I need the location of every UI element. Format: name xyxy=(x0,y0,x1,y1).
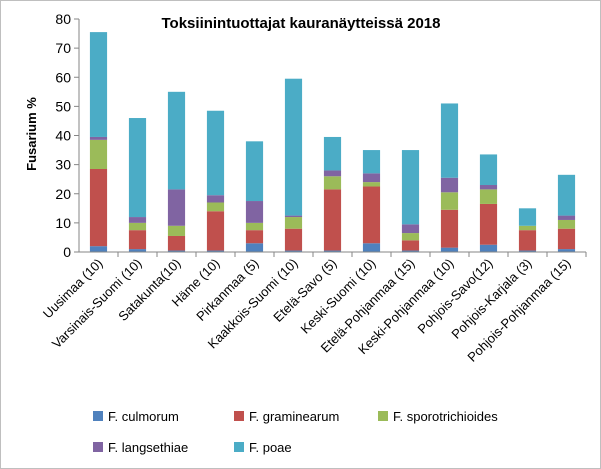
y-tick-label: 80 xyxy=(55,11,71,27)
bar-f-sporotrichioides xyxy=(89,139,108,169)
legend-label: F. sporotrichioides xyxy=(393,409,498,424)
bar-f-culmorum xyxy=(440,247,459,252)
y-tick-label: 30 xyxy=(55,157,71,173)
bar-f-sporotrichioides xyxy=(245,222,264,231)
bar-f-sporotrichioides xyxy=(167,225,186,236)
bar-f-sporotrichioides xyxy=(206,202,225,212)
bar-f-poae xyxy=(167,91,186,190)
bar-f-poae xyxy=(323,136,342,171)
bar-f-graminearum xyxy=(167,235,186,251)
bar-f-langsethiae xyxy=(362,173,381,183)
bar-f-culmorum xyxy=(518,250,537,252)
bars xyxy=(89,32,576,252)
bar-f-culmorum xyxy=(89,246,108,252)
bar-f-sporotrichioides xyxy=(557,219,576,229)
bar-f-culmorum xyxy=(401,250,420,252)
bar-f-culmorum xyxy=(245,243,264,252)
bar-f-langsethiae xyxy=(245,201,264,223)
bar-f-graminearum xyxy=(440,209,459,248)
y-axis-ticks: 0 10 20 30 40 50 60 70 80 xyxy=(55,11,79,260)
x-axis-ticks: Uusimaa (10)Varsinais-Suomi (10)Satakunt… xyxy=(40,252,587,365)
bar-f-langsethiae xyxy=(479,185,498,190)
bar-f-graminearum xyxy=(89,168,108,247)
bar-f-graminearum xyxy=(518,230,537,251)
bar-f-culmorum xyxy=(323,250,342,252)
bar-f-sporotrichioides xyxy=(284,217,303,229)
y-tick-label: 20 xyxy=(55,186,71,202)
bar-f-culmorum xyxy=(128,249,147,252)
bar-f-langsethiae xyxy=(323,170,342,177)
bar-f-poae xyxy=(89,32,108,137)
bar-f-graminearum xyxy=(401,240,420,251)
bar-f-sporotrichioides xyxy=(440,192,459,210)
bar-f-sporotrichioides xyxy=(323,176,342,190)
legend-label: F. culmorum xyxy=(108,409,179,424)
bar-f-culmorum xyxy=(557,249,576,252)
bar-f-culmorum xyxy=(362,243,381,252)
bar-f-sporotrichioides xyxy=(362,182,381,187)
legend-swatch-f-sporotrichioides xyxy=(378,411,388,421)
y-tick-label: 70 xyxy=(55,40,71,56)
bar-f-langsethiae xyxy=(440,177,459,193)
bar-f-langsethiae xyxy=(89,136,108,140)
y-axis-label: Fusarium % xyxy=(24,97,39,171)
bar-f-graminearum xyxy=(284,228,303,251)
bar-f-graminearum xyxy=(362,186,381,244)
legend-label: F. poae xyxy=(249,440,292,455)
bar-f-sporotrichioides xyxy=(479,189,498,204)
bar-f-graminearum xyxy=(206,211,225,251)
bar-f-culmorum xyxy=(479,244,498,252)
bar-f-graminearum xyxy=(128,230,147,250)
bar-f-langsethiae xyxy=(167,189,186,226)
bar-f-sporotrichioides xyxy=(128,222,147,231)
legend-swatch-f-langsethiae xyxy=(93,442,103,452)
y-tick-label: 0 xyxy=(63,244,71,260)
bar-f-poae xyxy=(440,103,459,178)
y-tick-label: 40 xyxy=(55,128,71,144)
bar-f-culmorum xyxy=(284,250,303,252)
bar-f-poae xyxy=(128,118,147,218)
bar-f-graminearum xyxy=(479,203,498,245)
bar-f-langsethiae xyxy=(401,224,420,234)
bar-f-langsethiae xyxy=(284,215,303,218)
bar-f-poae xyxy=(206,110,225,196)
bar-f-langsethiae xyxy=(206,195,225,203)
legend-swatch-f-poae xyxy=(234,442,244,452)
y-tick-label: 60 xyxy=(55,69,71,85)
bar-f-graminearum xyxy=(323,189,342,251)
bar-f-sporotrichioides xyxy=(518,225,537,231)
bar-f-poae xyxy=(362,150,381,174)
bar-f-graminearum xyxy=(557,228,576,250)
bar-f-poae xyxy=(479,154,498,186)
legend-label: F. langsethiae xyxy=(108,440,188,455)
bar-f-poae xyxy=(401,150,420,225)
legend: F. culmorum F. graminearum F. sporotrichio… xyxy=(93,409,498,455)
bar-f-poae xyxy=(518,208,537,226)
bar-f-poae xyxy=(284,78,303,216)
legend-swatch-f-culmorum xyxy=(93,411,103,421)
y-tick-label: 10 xyxy=(55,215,71,231)
bar-f-culmorum xyxy=(206,250,225,252)
bar-f-graminearum xyxy=(245,230,264,244)
bar-f-langsethiae xyxy=(557,215,576,220)
chart-title: Toksiinintuottajat kauranäytteissä 2018 xyxy=(162,15,441,32)
bar-f-langsethiae xyxy=(128,217,147,223)
bar-f-poae xyxy=(557,174,576,216)
legend-label: F. graminearum xyxy=(249,409,339,424)
y-tick-label: 50 xyxy=(55,98,71,114)
bar-f-poae xyxy=(245,141,264,202)
bar-f-culmorum xyxy=(167,250,186,252)
bar-f-sporotrichioides xyxy=(401,233,420,241)
legend-swatch-f-graminearum xyxy=(234,411,244,421)
